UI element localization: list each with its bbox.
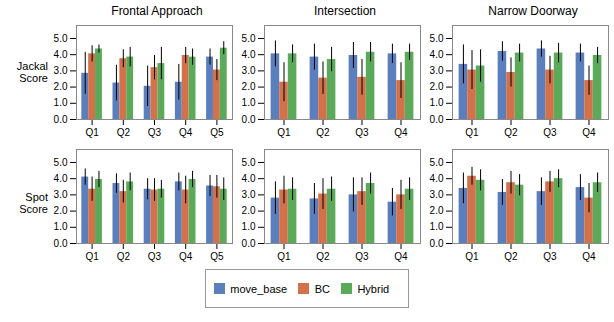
svg-text:Q2: Q2 xyxy=(117,127,131,138)
svg-text:1.0: 1.0 xyxy=(242,221,256,232)
svg-text:Q5: Q5 xyxy=(210,127,224,138)
svg-text:Q1: Q1 xyxy=(277,127,291,138)
svg-text:Q1: Q1 xyxy=(465,251,479,262)
svg-text:Q4: Q4 xyxy=(394,251,408,262)
svg-text:5.0: 5.0 xyxy=(430,157,444,168)
svg-text:0.0: 0.0 xyxy=(54,238,68,249)
svg-text:2.0: 2.0 xyxy=(430,205,444,216)
svg-text:3.0: 3.0 xyxy=(54,65,68,76)
html-text:Intersection: Intersection xyxy=(314,4,376,18)
svg-text:5.0: 5.0 xyxy=(242,157,256,168)
html-text:move_base: move_base xyxy=(230,282,288,295)
svg-text:Q4: Q4 xyxy=(582,251,596,262)
svg-text:Q2: Q2 xyxy=(117,251,131,262)
svg-text:1.0: 1.0 xyxy=(430,221,444,232)
svg-text:0.0: 0.0 xyxy=(430,114,444,125)
svg-text:Q4: Q4 xyxy=(582,127,596,138)
svg-text:5.0: 5.0 xyxy=(54,157,68,168)
svg-text:1.0: 1.0 xyxy=(430,97,444,108)
svg-text:Q4: Q4 xyxy=(179,251,193,262)
svg-text:5.0: 5.0 xyxy=(430,33,444,44)
svg-text:Q2: Q2 xyxy=(504,127,518,138)
svg-text:Q4: Q4 xyxy=(179,127,193,138)
svg-text:2.0: 2.0 xyxy=(54,205,68,216)
svg-text:2.0: 2.0 xyxy=(242,205,256,216)
svg-text:3.0: 3.0 xyxy=(54,189,68,200)
svg-text:3.0: 3.0 xyxy=(430,65,444,76)
svg-text:Q3: Q3 xyxy=(543,251,557,262)
svg-text:0.0: 0.0 xyxy=(430,238,444,249)
svg-text:3.0: 3.0 xyxy=(242,189,256,200)
svg-text:5.0: 5.0 xyxy=(54,33,68,44)
svg-text:Q3: Q3 xyxy=(543,127,557,138)
svg-text:Q3: Q3 xyxy=(355,127,369,138)
svg-text:Q2: Q2 xyxy=(316,251,330,262)
html-text:BC: BC xyxy=(314,282,330,295)
svg-text:1.0: 1.0 xyxy=(242,97,256,108)
svg-text:4.0: 4.0 xyxy=(242,49,256,60)
html-text:Frontal Approach: Frontal Approach xyxy=(111,4,203,18)
svg-text:0.0: 0.0 xyxy=(54,114,68,125)
svg-text:Q1: Q1 xyxy=(85,127,99,138)
svg-text:4.0: 4.0 xyxy=(430,49,444,60)
svg-text:0.0: 0.0 xyxy=(242,114,256,125)
svg-text:5.0: 5.0 xyxy=(242,33,256,44)
svg-text:Q1: Q1 xyxy=(277,251,291,262)
svg-text:2.0: 2.0 xyxy=(430,81,444,92)
svg-text:1.0: 1.0 xyxy=(54,221,68,232)
svg-text:2.0: 2.0 xyxy=(242,81,256,92)
svg-text:Q2: Q2 xyxy=(316,127,330,138)
svg-text:1.0: 1.0 xyxy=(54,97,68,108)
svg-text:Q2: Q2 xyxy=(504,251,518,262)
svg-text:3.0: 3.0 xyxy=(430,189,444,200)
html-text:Jackal Score: Jackal Score xyxy=(16,59,48,84)
svg-text:4.0: 4.0 xyxy=(54,173,68,184)
html-text:Narrow Doorway: Narrow Doorway xyxy=(488,4,578,18)
svg-text:Q3: Q3 xyxy=(148,127,162,138)
html-text:Hybrid: Hybrid xyxy=(357,282,390,295)
svg-text:Q3: Q3 xyxy=(355,251,369,262)
svg-text:4.0: 4.0 xyxy=(54,49,68,60)
svg-text:Q3: Q3 xyxy=(148,251,162,262)
svg-text:Q1: Q1 xyxy=(85,251,99,262)
svg-text:2.0: 2.0 xyxy=(54,81,68,92)
svg-text:Q1: Q1 xyxy=(465,127,479,138)
svg-text:0.0: 0.0 xyxy=(242,238,256,249)
svg-text:Q4: Q4 xyxy=(394,127,408,138)
svg-text:4.0: 4.0 xyxy=(430,173,444,184)
svg-text:3.0: 3.0 xyxy=(242,65,256,76)
svg-text:Q5: Q5 xyxy=(210,251,224,262)
html-text:Spot Score: Spot Score xyxy=(19,191,48,215)
svg-text:4.0: 4.0 xyxy=(242,173,256,184)
